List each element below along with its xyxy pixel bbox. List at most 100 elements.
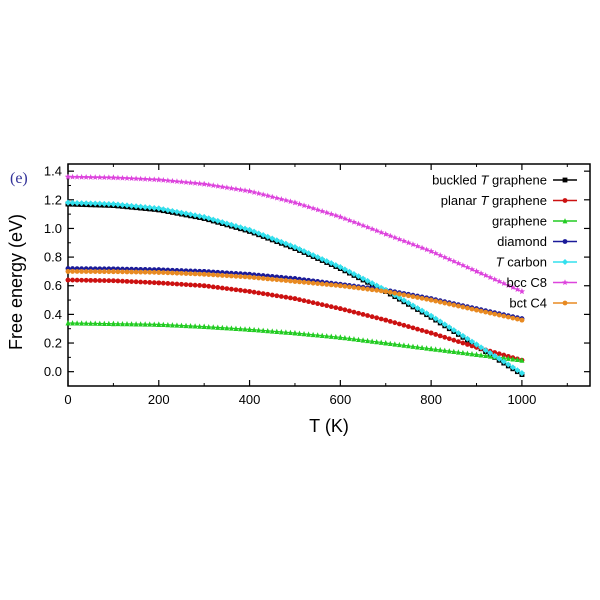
data-point	[373, 282, 380, 289]
data-point	[242, 288, 248, 294]
data-point	[387, 319, 393, 324]
data-point	[65, 199, 71, 206]
data-point	[214, 183, 221, 189]
data-point	[446, 256, 453, 262]
data-point	[288, 295, 293, 301]
data-point	[205, 215, 212, 222]
legend-label: bcc C8	[507, 275, 547, 290]
data-point	[106, 278, 112, 284]
data-point	[496, 351, 502, 357]
data-point	[487, 310, 493, 316]
data-point	[400, 237, 407, 244]
data-point	[374, 338, 380, 345]
data-point	[96, 174, 103, 180]
data-point	[155, 176, 162, 183]
data-point	[347, 284, 352, 290]
data-point	[328, 260, 335, 267]
data-point	[505, 314, 511, 320]
data-point	[306, 280, 311, 286]
data-point	[274, 277, 280, 283]
data-point	[251, 275, 257, 280]
data-point	[424, 345, 429, 351]
data-point	[69, 199, 76, 206]
data-point	[383, 340, 389, 346]
series-4-group	[65, 199, 525, 377]
data-point	[501, 355, 507, 361]
data-point	[269, 235, 276, 242]
x-axis-label: T (K)	[309, 416, 349, 436]
data-point	[106, 269, 112, 275]
data-point	[178, 209, 185, 216]
data-point	[142, 269, 148, 275]
data-point	[201, 213, 208, 220]
data-point	[273, 194, 280, 201]
data-point	[410, 325, 416, 331]
data-point	[337, 334, 343, 340]
data-point	[346, 217, 353, 224]
data-point	[423, 246, 430, 253]
data-point	[350, 218, 358, 225]
data-point	[256, 275, 262, 281]
data-point	[514, 286, 521, 293]
data-point	[192, 282, 198, 288]
legend-label-part: diamond	[497, 234, 547, 249]
data-point	[351, 336, 357, 342]
data-point	[196, 180, 203, 187]
data-point	[110, 320, 116, 327]
data-point	[260, 276, 266, 281]
data-point	[378, 339, 384, 345]
data-point	[174, 281, 180, 287]
series-line	[67, 202, 523, 374]
legend-label-part: bct C4	[509, 296, 547, 311]
y-axis-label: Free energy (eV)	[6, 214, 26, 350]
data-point	[124, 278, 130, 284]
data-point	[142, 175, 149, 182]
data-point	[373, 227, 380, 234]
data-point	[514, 356, 520, 363]
data-point	[146, 176, 153, 182]
data-point	[151, 204, 158, 211]
data-point	[206, 283, 212, 289]
data-point	[351, 285, 357, 290]
data-point	[355, 220, 362, 227]
data-point	[442, 334, 448, 340]
data-point	[92, 200, 99, 207]
data-point	[383, 317, 389, 323]
data-point	[247, 289, 252, 294]
data-point	[87, 200, 94, 207]
data-point	[441, 254, 448, 260]
data-point	[455, 330, 462, 337]
data-point	[137, 175, 144, 182]
data-point	[428, 312, 435, 319]
data-point	[173, 178, 180, 185]
data-point	[278, 238, 285, 245]
data-point	[455, 339, 461, 344]
data-point	[351, 309, 357, 315]
data-point	[197, 283, 203, 288]
legend-marker	[562, 259, 568, 265]
data-point	[133, 269, 139, 275]
data-point	[292, 279, 298, 284]
data-point	[392, 290, 398, 296]
data-point	[483, 352, 488, 359]
data-point	[179, 270, 184, 276]
data-point	[232, 185, 239, 192]
data-point	[283, 278, 289, 283]
data-point	[414, 305, 421, 312]
data-point	[288, 278, 293, 284]
data-point	[256, 327, 262, 333]
data-point	[151, 280, 157, 286]
data-point	[210, 284, 216, 290]
data-point	[83, 173, 90, 180]
data-point	[419, 244, 426, 251]
x-tick-label: 200	[148, 392, 170, 407]
data-point	[496, 312, 502, 318]
data-point	[297, 279, 302, 285]
data-point	[233, 273, 239, 279]
data-point	[97, 269, 103, 275]
data-point	[518, 288, 525, 295]
data-point	[92, 269, 98, 274]
data-point	[260, 291, 266, 297]
